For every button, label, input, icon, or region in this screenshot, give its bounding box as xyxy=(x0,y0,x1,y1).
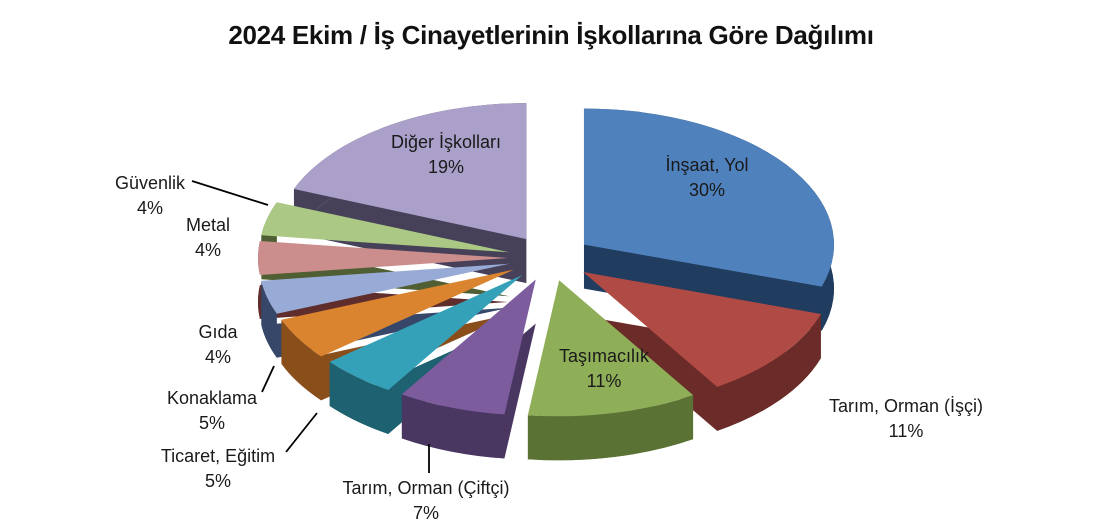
slice-label-metal: Metal 4% xyxy=(186,215,230,260)
pie-slice-top xyxy=(293,103,527,240)
pie-slice-rim xyxy=(281,319,322,401)
slice-label-tar-m-orman-ift-i: Tarım, Orman (Çiftçi) 7% xyxy=(342,478,509,523)
leader-line-ticaret-e-itim xyxy=(285,412,318,453)
pie-slice-ta-mac-l-k xyxy=(527,280,694,461)
slice-label-ticaret-e-itim: Ticaret, Eğitim 5% xyxy=(161,446,275,491)
slice-label-value: 19% xyxy=(428,157,464,177)
pie-slice-rim xyxy=(401,394,505,459)
slice-label-tar-m-orman-i-i: Tarım, Orman (İşçi) 11% xyxy=(829,396,983,441)
pie-slice-top xyxy=(261,263,510,314)
slice-label-i-n-aat-yol: İnşaat, Yol 30% xyxy=(665,155,748,200)
slice-label-value: 4% xyxy=(195,240,221,260)
slice-label-value: 7% xyxy=(413,503,439,523)
pie-slice-top xyxy=(261,202,510,253)
pie-slice-top xyxy=(527,280,694,417)
slice-label-name: Tarım, Orman (İşçi) xyxy=(829,396,983,416)
pie-slice-rim xyxy=(329,361,389,434)
pie-slice-tar-m-orman-ift-i xyxy=(401,279,536,459)
slice-label-ta-mac-l-k: Taşımacılık 11% xyxy=(559,346,650,391)
pie-slice-top xyxy=(583,108,834,287)
pie-slice-rim xyxy=(527,395,694,461)
leader-line-g-venlik xyxy=(191,180,269,206)
slice-label-di-er-i-kollar: Diğer İşkolları 19% xyxy=(391,132,501,177)
slice-label-name: Konaklama xyxy=(167,388,258,408)
slice-label-value: 30% xyxy=(689,180,725,200)
slice-label-value: 4% xyxy=(205,347,231,367)
pie-slice-top xyxy=(401,279,536,415)
slice-label-name: Ticaret, Eğitim xyxy=(161,446,275,466)
slice-label-g-venlik: Güvenlik 4% xyxy=(115,173,186,218)
slice-label-value: 5% xyxy=(205,471,231,491)
pie-slice-top xyxy=(583,272,821,387)
slice-label-name: Taşımacılık xyxy=(559,346,650,366)
pie-slice-rim xyxy=(261,280,277,358)
slice-label-name: Metal xyxy=(186,215,230,235)
pie-slice-top xyxy=(281,269,514,357)
slice-label-value: 11% xyxy=(587,371,622,391)
pie-slice-rim xyxy=(717,314,821,431)
chart-title: 2024 Ekim / İş Cinayetlerinin İşkolların… xyxy=(228,20,874,50)
slice-label-name: İnşaat, Yol xyxy=(665,155,748,175)
pie-slice-tar-m-orman-i-i xyxy=(583,272,821,431)
pie-slice-top xyxy=(258,240,508,276)
slice-label-name: Güvenlik xyxy=(115,173,186,193)
slice-label-name: Diğer İşkolları xyxy=(391,132,501,152)
pie-slice-top xyxy=(329,275,523,390)
slice-label-value: 5% xyxy=(199,413,225,433)
slice-label-name: Gıda xyxy=(198,322,238,342)
slice-label-g-da: Gıda 4% xyxy=(198,322,238,367)
slice-label-value: 4% xyxy=(137,198,163,218)
slice-label-konaklama: Konaklama 5% xyxy=(167,388,258,433)
leader-line-konaklama xyxy=(261,365,275,393)
slice-label-name: Tarım, Orman (Çiftçi) xyxy=(342,478,509,498)
slice-label-value: 11% xyxy=(889,421,924,441)
